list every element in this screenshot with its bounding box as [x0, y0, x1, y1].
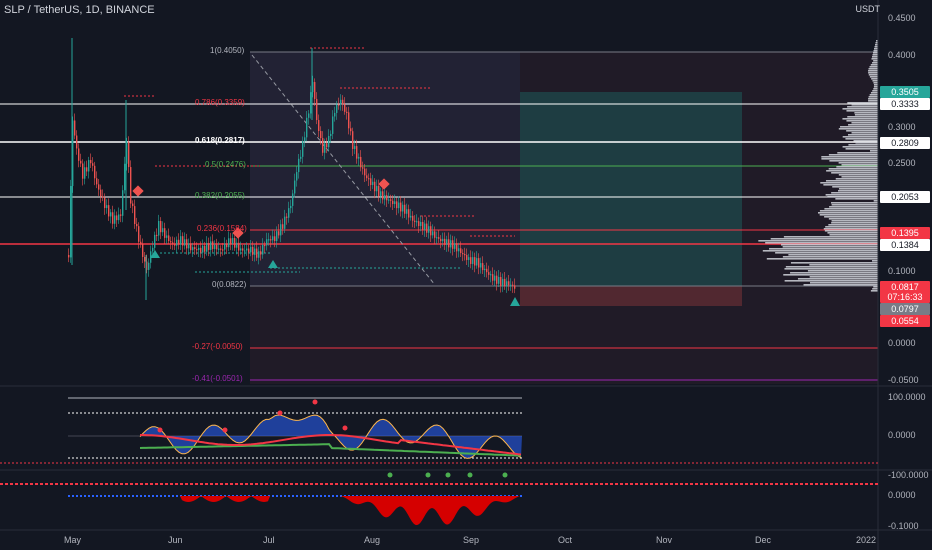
fib-level-label: 0.786(0.3359)	[195, 98, 245, 107]
fib-level-label: 0.5(0.2476)	[205, 160, 246, 169]
volume-profile	[758, 40, 878, 292]
time-tick-label: May	[64, 535, 82, 545]
symbol-title[interactable]: SLP / TetherUS, 1D, BINANCE	[4, 4, 155, 16]
sell-marker-icon	[378, 178, 390, 190]
profit-zone[interactable]	[520, 92, 742, 286]
price-tag[interactable]: 0.0817	[880, 281, 930, 293]
indicator-tick-label: 0.0000	[888, 490, 916, 500]
signal-dot	[312, 399, 318, 405]
price-tag[interactable]: 07:16:33	[880, 291, 930, 303]
price-tag[interactable]: 0.0554	[880, 315, 930, 327]
time-tick-label: Nov	[656, 535, 673, 545]
signal-dot	[445, 472, 451, 478]
time-tick-label: Sep	[463, 535, 480, 545]
fib-level-label: 1(0.4050)	[210, 46, 245, 55]
buy-marker-icon	[268, 260, 278, 268]
signal-dot	[467, 472, 473, 478]
time-tick-label: Oct	[558, 535, 573, 545]
histogram-pane	[0, 483, 878, 526]
signal-dot	[425, 472, 431, 478]
buy-marker-icon	[510, 297, 520, 306]
price-tick-label: 0.2500	[888, 158, 916, 168]
signal-dot	[387, 472, 393, 478]
signal-dot	[222, 427, 228, 433]
signal-dot	[157, 427, 163, 433]
indicator-tick-label: -0.1000	[888, 521, 919, 531]
fib-level-label: 0.382(0.2055)	[195, 191, 245, 200]
fib-level-label: 0.236(0.1584)	[197, 224, 247, 233]
time-tick-label: Jul	[263, 535, 275, 545]
price-tag[interactable]: 0.0797	[880, 303, 930, 315]
price-tick-label: 0.0000	[888, 338, 916, 348]
price-tick-label: 0.4500	[888, 13, 916, 23]
currency-label[interactable]: USDT	[855, 4, 881, 14]
fib-level-label: 0(0.0822)	[212, 280, 247, 289]
indicator-tick-label: 100.0000	[888, 392, 926, 402]
time-tick-label: 2022	[856, 535, 877, 545]
buy-marker-icon	[150, 250, 160, 258]
price-tick-label: 0.3000	[888, 122, 916, 132]
indicator-tick-label: -100.0000	[888, 470, 929, 480]
candles	[68, 38, 516, 300]
signal-dot	[277, 410, 283, 416]
time-tick-label: Aug	[364, 535, 381, 545]
signal-dot	[342, 425, 348, 431]
price-tag[interactable]: 0.2809	[880, 137, 930, 149]
price-tag[interactable]: 0.3505	[880, 86, 930, 98]
indicator-tick-label: 0.0000	[888, 430, 916, 440]
price-tag[interactable]: 0.2053	[880, 191, 930, 203]
signal-dot	[502, 472, 508, 478]
price-tick-label: -0.0500	[888, 375, 919, 385]
time-tick-label: Dec	[755, 535, 772, 545]
sell-marker-icon	[132, 185, 144, 197]
fib-level-label: -0.41(-0.0501)	[192, 374, 243, 383]
oscillator-pane	[0, 397, 878, 478]
price-tick-label: 0.1000	[888, 266, 916, 276]
fib-level-label: -0.27(-0.0050)	[192, 342, 243, 351]
price-tag[interactable]: 0.3333	[880, 98, 930, 110]
price-tick-label: 0.4000	[888, 50, 916, 60]
sell-marker-icon	[232, 227, 244, 239]
price-tag[interactable]: 0.1395	[880, 227, 930, 239]
fib-level-label: 0.618(0.2817)	[195, 136, 245, 145]
loss-zone[interactable]	[520, 286, 742, 306]
price-tag[interactable]: 0.1384	[880, 239, 930, 251]
time-tick-label: Jun	[168, 535, 183, 545]
